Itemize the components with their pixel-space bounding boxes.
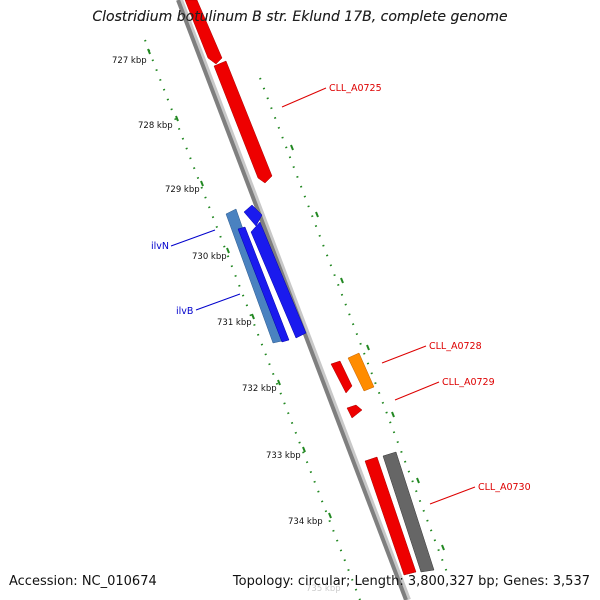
gene-cll-a0730 (382, 451, 435, 573)
gene-cll-a0729 (346, 404, 363, 419)
gene-label-ilvb: ilvB (176, 306, 193, 317)
gene-ilvb-a (237, 226, 290, 343)
major-tick-marks (147, 48, 445, 551)
gene-cll-a0725 (213, 60, 273, 184)
tick-label-735: 735 kbp (306, 584, 341, 594)
tick-label-729: 729 kbp (165, 185, 200, 195)
label-connectors (170, 87, 476, 505)
tick-label-733: 733 kbp (266, 451, 301, 461)
gene-cll-a0728 (347, 352, 375, 392)
map-title-overlay: Clostridium botulinum B str. Eklund 17B,… (92, 9, 508, 25)
tick-labels: 727 kbp 728 kbp 729 kbp 730 kbp 731 kbp … (112, 56, 341, 594)
gene-red-lower (364, 456, 417, 576)
gene-label-cll-a0725: CLL_A0725 (329, 83, 382, 94)
tick-label-728: 728 kbp (138, 121, 173, 131)
accession-text: Accession: NC_010674 (9, 574, 157, 589)
tick-label-732: 732 kbp (242, 384, 277, 394)
gene-blue-short (243, 204, 263, 227)
gene-ilvb (250, 221, 307, 339)
gene-cll-a0724 (184, 0, 223, 65)
gene-label-cll-a0730: CLL_A0730 (478, 482, 531, 493)
gene-label-cll-a0728: CLL_A0728 (429, 341, 482, 352)
tick-label-727: 727 kbp (112, 56, 147, 66)
gene-cll-a0728-red (330, 360, 353, 394)
outer-dotted-ring (259, 77, 449, 576)
tick-label-734: 734 kbp (288, 517, 323, 527)
gene-label-ilvn: ilvN (151, 241, 169, 252)
summary-text: Topology: circular; Length: 3,800,327 bp… (232, 574, 590, 589)
inner-dotted-ring (144, 39, 361, 600)
gene-label-cll-a0729: CLL_A0729 (442, 377, 495, 388)
tick-label-730: 730 kbp (192, 252, 227, 262)
tick-label-731: 731 kbp (217, 318, 252, 328)
